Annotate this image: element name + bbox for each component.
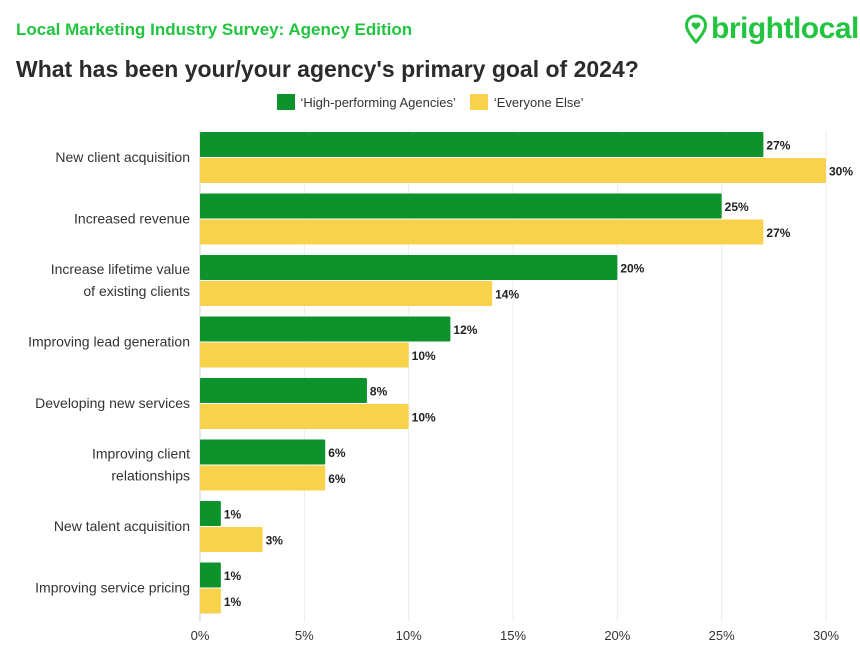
bar-high	[200, 255, 618, 280]
legend-label-high: ‘High-performing Agencies’	[300, 94, 456, 110]
x-tick-label: 10%	[396, 628, 422, 643]
data-label: 10%	[412, 411, 436, 425]
data-label: 14%	[495, 288, 519, 302]
x-tick-label: 15%	[500, 628, 526, 643]
x-tick-label: 0%	[191, 628, 210, 643]
category-label: Increased revenue	[74, 211, 190, 227]
bar-else	[200, 465, 326, 491]
survey-subtitle: Local Marketing Industry Survey: Agency …	[16, 20, 413, 39]
x-tick-label: 20%	[604, 628, 630, 643]
data-label: 6%	[328, 472, 346, 486]
data-label: 10%	[412, 349, 436, 363]
legend-label-else: ‘Everyone Else’	[493, 94, 584, 110]
legend-item-high: ‘High-performing Agencies’	[276, 94, 456, 110]
category-label: Improving service pricing	[35, 580, 190, 596]
category-label: New talent acquisition	[54, 518, 190, 534]
x-tick-label: 30%	[813, 628, 839, 643]
legend-swatch-high	[276, 94, 295, 110]
data-label: 1%	[224, 508, 242, 522]
bar-else	[200, 158, 826, 183]
bar-high	[200, 439, 326, 465]
bar-else	[200, 527, 263, 552]
x-tick-label: 25%	[709, 628, 735, 643]
legend-swatch-else	[469, 94, 488, 110]
bar-high	[200, 193, 722, 219]
data-label: 12%	[453, 323, 477, 337]
bar-high	[200, 316, 451, 342]
data-label: 6%	[328, 446, 346, 460]
bar-else	[200, 219, 764, 245]
data-label: 3%	[266, 534, 284, 548]
map-pin-heart-icon	[684, 14, 708, 44]
bar-else	[200, 281, 493, 306]
bar-high	[200, 562, 221, 588]
category-label: New client acquisition	[55, 149, 190, 165]
bar-high	[200, 501, 221, 526]
legend: ‘High-performing Agencies’ ‘Everyone Els…	[0, 94, 860, 110]
category-label: relationships	[111, 468, 190, 484]
data-label: 27%	[766, 139, 790, 153]
category-label: Increase lifetime value	[51, 261, 191, 277]
category-label: Improving client	[92, 446, 190, 462]
data-label: 25%	[725, 200, 749, 214]
brightlocal-logo: brightlocal	[684, 12, 859, 46]
data-label: 20%	[620, 262, 644, 276]
data-label: 30%	[829, 165, 853, 179]
data-label: 8%	[370, 385, 388, 399]
legend-item-else: ‘Everyone Else’	[469, 94, 584, 110]
bar-else	[200, 404, 409, 429]
bar-else	[200, 342, 409, 368]
category-label: Improving lead generation	[28, 334, 190, 350]
data-label: 1%	[224, 569, 242, 583]
data-label: 27%	[766, 226, 790, 240]
bar-high	[200, 378, 367, 403]
x-tick-label: 5%	[295, 628, 314, 643]
chart-title: What has been your/your agency's primary…	[16, 56, 639, 82]
bar-else	[200, 588, 221, 614]
category-label: of existing clients	[83, 283, 190, 299]
bar-high	[200, 132, 764, 157]
category-label: Developing new services	[35, 395, 190, 411]
brand-name: brightlocal	[711, 12, 859, 45]
data-label: 1%	[224, 595, 242, 609]
